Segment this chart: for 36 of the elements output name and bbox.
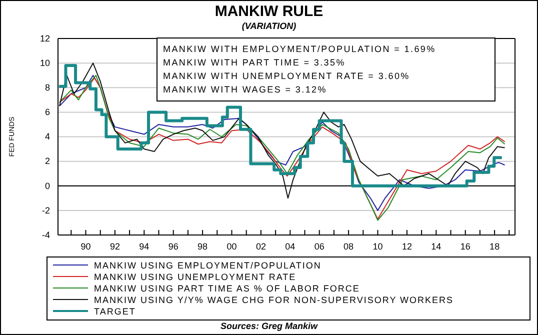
y-tick-label: 10 (40, 58, 50, 68)
chart-subtitle: (VARIATION) (242, 21, 296, 31)
y-tick-label: 2 (44, 156, 50, 166)
annotation: MANKIW WITH PART TIME = 3.35% (163, 58, 346, 68)
x-tick-label: 04 (285, 242, 296, 252)
x-tick-label: 98 (198, 242, 208, 252)
x-tick-label: 94 (139, 242, 150, 252)
y-tick-label: -4 (42, 230, 50, 240)
x-tick-label: 02 (256, 242, 266, 252)
legend-label: MANKIW USING Y/Y% WAGE CHG FOR NON-SUPERVISORY WORKERS (94, 295, 454, 305)
legend-label: MANKIW USING EMPLOYMENT/POPULATION (94, 260, 322, 270)
annotation: MANKIW WITH UNEMPLOYMENT RATE = 3.60% (163, 71, 410, 81)
x-tick-label: 08 (344, 242, 354, 252)
x-tick-label: 14 (431, 242, 442, 252)
y-tick-label: 4 (44, 132, 50, 142)
x-tick-label: 00 (226, 242, 237, 252)
legend-label: MANKIW USING UNEMPLOYMENT RATE (94, 272, 296, 282)
x-tick-label: 12 (402, 242, 412, 252)
y-tick-label: 12 (40, 33, 50, 44)
legend-label: TARGET (94, 306, 136, 316)
legend-label: MANKIW USING PART TIME AS % OF LABOR FORCE (94, 284, 360, 294)
chart-title: MANKIW RULE (214, 3, 324, 20)
y-tick-label: 6 (44, 107, 50, 118)
y-tick-label: 0 (44, 180, 50, 191)
y-tick-label: -2 (42, 205, 50, 216)
x-tick-label: 16 (460, 242, 470, 252)
x-tick-label: 06 (314, 242, 324, 252)
y-tick-label: 8 (44, 82, 50, 93)
annotation: MANKIW WITH EMPLOYMENT/POPULATION = 1.69% (163, 44, 436, 54)
source-note: Sources: Greg Mankiw (220, 321, 319, 331)
x-tick-label: 90 (80, 242, 91, 252)
x-tick-label: 18 (490, 242, 500, 252)
x-tick-label: 92 (110, 242, 120, 252)
x-tick-label: 10 (372, 242, 383, 252)
annotation: MANKIW WITH WAGES = 3.12% (163, 84, 327, 94)
x-tick-label: 96 (168, 242, 178, 252)
